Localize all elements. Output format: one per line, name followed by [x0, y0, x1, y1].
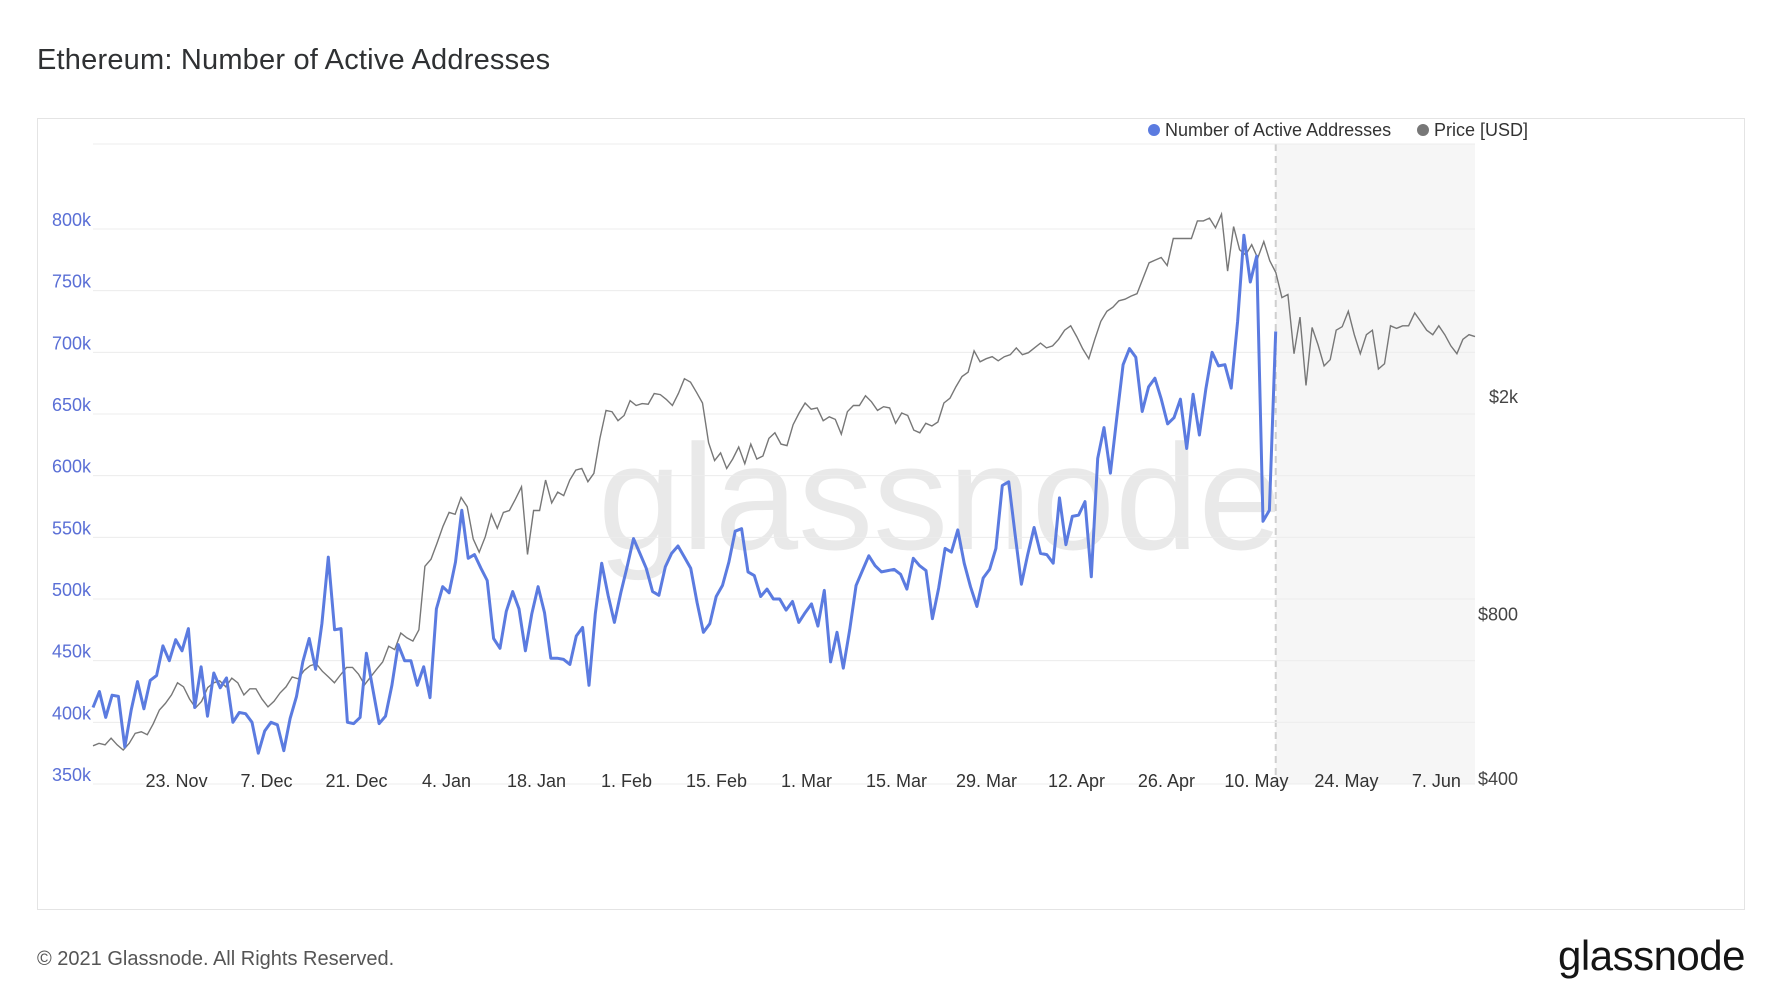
x-axis-tick-label: 23. Nov: [146, 771, 208, 791]
left-axis-tick-label: 400k: [52, 703, 92, 723]
active-addresses-series-line[interactable]: [91, 233, 1278, 755]
x-axis-tick-label: 29. Mar: [956, 771, 1017, 791]
legend-label-active-addresses[interactable]: Number of Active Addresses: [1165, 120, 1391, 140]
forecast-shade: [1275, 144, 1475, 784]
legend-marker-active-addresses: [1148, 124, 1160, 136]
x-axis-tick-label: 15. Mar: [866, 771, 927, 791]
left-axis-tick-label: 550k: [52, 518, 92, 538]
x-axis-tick-label: 18. Jan: [507, 771, 566, 791]
legend-label-price[interactable]: Price [USD]: [1434, 120, 1528, 140]
x-axis-tick-label: 4. Jan: [422, 771, 471, 791]
price-series-line[interactable]: [92, 211, 1476, 751]
x-axis-tick-label: 7. Jun: [1412, 771, 1461, 791]
left-axis-tick-label: 350k: [52, 765, 92, 785]
watermark: glassnode: [598, 413, 1282, 581]
x-axis-tick-label: 24. May: [1314, 771, 1378, 791]
right-axis-tick-label: $800: [1478, 604, 1518, 624]
legend-marker-price: [1417, 124, 1429, 136]
copyright-text: © 2021 Glassnode. All Rights Reserved.: [37, 948, 395, 970]
right-axis-tick-label: $400: [1478, 769, 1518, 789]
left-axis-tick-label: 700k: [52, 333, 92, 353]
x-axis-tick-label: 7. Dec: [241, 771, 293, 791]
left-axis-tick-label: 800k: [52, 210, 92, 230]
left-axis-tick-label: 750k: [52, 272, 92, 292]
x-axis-tick-label: 21. Dec: [326, 771, 388, 791]
x-axis-tick-label: 12. Apr: [1048, 771, 1105, 791]
left-axis-tick-label: 650k: [52, 395, 92, 415]
chart-svg[interactable]: glassnode 350k 400k 450k 500k 550k 600k 650k 70…: [38, 119, 1744, 909]
x-axis-tick-label: 1. Feb: [601, 771, 652, 791]
glassnode-logo[interactable]: glassnode: [1558, 932, 1745, 979]
left-axis-tick-label: 450k: [52, 642, 92, 662]
left-axis-tick-label: 600k: [52, 457, 92, 477]
x-axis-tick-label: 15. Feb: [686, 771, 747, 791]
x-axis-tick-label: 1. Mar: [781, 771, 832, 791]
chart-frame: glassnode 350k 400k 450k 500k 550k 600k 650k 70…: [37, 118, 1745, 910]
right-axis-tick-label: $2k: [1489, 387, 1519, 407]
left-axis-tick-label: 500k: [52, 580, 92, 600]
page-title: Ethereum: Number of Active Addresses: [37, 44, 551, 76]
x-axis-tick-label: 10. May: [1224, 771, 1288, 791]
x-axis-tick-label: 26. Apr: [1138, 771, 1195, 791]
